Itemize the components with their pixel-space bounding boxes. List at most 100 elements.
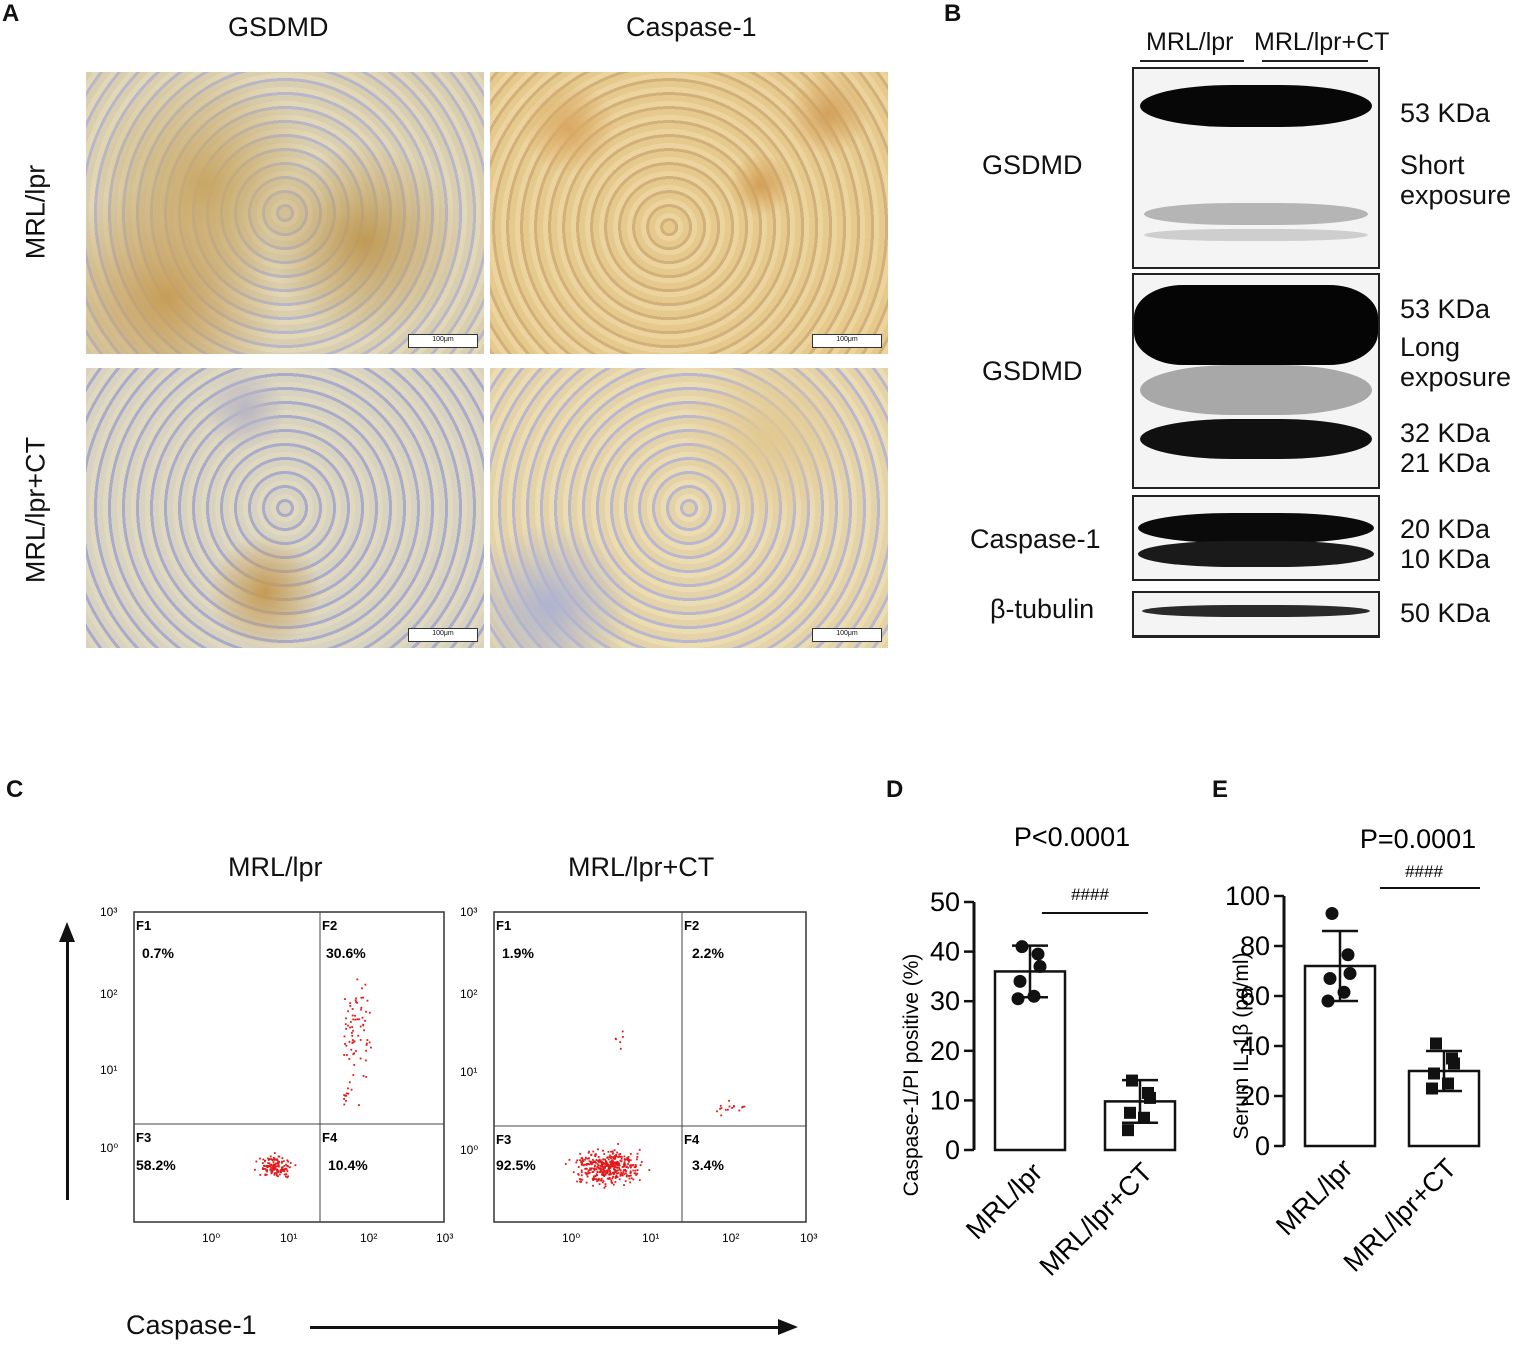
flow-event-dot (591, 1167, 593, 1170)
flow-event-dot (611, 1177, 614, 1180)
flow-event-dot (286, 1159, 289, 1162)
flow-event-dot (598, 1177, 600, 1180)
scale-bar-label: 100μm (432, 336, 454, 343)
flow-event-dot (593, 1169, 596, 1172)
flow-event-dot (285, 1175, 287, 1178)
flow-event-dot (623, 1155, 626, 1158)
y-tick: 10³ (460, 905, 477, 919)
flow-event-dot (613, 1167, 615, 1170)
flow-event-dot (615, 1155, 618, 1158)
panel-letter-d: D (886, 776, 904, 803)
kda-32-long: 32 KDa (1400, 418, 1491, 448)
flow-event-dot (599, 1160, 602, 1163)
kda-53-long: 53 KDa (1400, 294, 1491, 324)
band-50kda (1142, 605, 1370, 617)
flow-event-dot (627, 1157, 630, 1160)
flow-event-dot (607, 1158, 610, 1161)
flow-event-dot (619, 1047, 622, 1050)
flow-event-dot (585, 1163, 588, 1165)
band-53kda-short (1140, 85, 1372, 127)
note-short: Short (1400, 150, 1465, 180)
flow-event-dot (593, 1165, 596, 1168)
flow-event-dot (284, 1168, 286, 1170)
kda-50-tubulin: 50 KDa (1400, 598, 1491, 628)
flow-event-dot (622, 1171, 625, 1174)
flow-event-dot (602, 1167, 605, 1170)
flow-event-dot (605, 1162, 608, 1165)
q-f3-value: 92.5% (496, 1157, 536, 1173)
scale-bar: 100μm (408, 628, 478, 642)
flow-event-dot (613, 1164, 616, 1167)
flow-event-dot (585, 1164, 588, 1166)
flow-event-dot (728, 1105, 731, 1108)
flow-event-dot (627, 1166, 630, 1169)
flow-event-dot (595, 1178, 598, 1181)
flow-event-dot (592, 1184, 594, 1187)
flow-event-dot (617, 1172, 620, 1174)
x-tick: 10² (360, 1231, 377, 1245)
flow-event-dot (628, 1177, 631, 1180)
y-tick-label: 10 (930, 1085, 960, 1115)
flow-event-dot (361, 987, 363, 990)
q-f2-label: F2 (322, 918, 337, 933)
flow-event-dot (629, 1159, 632, 1162)
flow-event-dot (353, 1040, 356, 1043)
flow-event-dot (356, 978, 359, 981)
flow-event-dot (608, 1168, 611, 1170)
flow-event-dot (591, 1178, 594, 1181)
data-point (1122, 1124, 1134, 1137)
flow-event-dot (613, 1162, 616, 1165)
flow-event-dot (360, 1006, 363, 1009)
flow-event-dot (363, 1029, 365, 1032)
flow-event-dot (597, 1156, 600, 1158)
band-faint-short (1144, 203, 1368, 225)
flow-event-dot (581, 1159, 584, 1162)
flow-event-dot (619, 1169, 622, 1172)
flow-event-dot (614, 1169, 617, 1171)
flow-event-dot (614, 1177, 617, 1179)
flow-event-dot (282, 1169, 284, 1172)
blot-gsdmd-long (1132, 273, 1380, 489)
flow-event-dot (732, 1105, 735, 1107)
flow-event-dot (286, 1176, 289, 1179)
flow-event-dot (591, 1171, 594, 1174)
data-point (1341, 948, 1355, 962)
flow-event-dot (612, 1175, 615, 1178)
blot-caspase-1 (1132, 495, 1380, 581)
flow-event-dot (601, 1172, 604, 1175)
flow-event-dot (604, 1183, 607, 1185)
flow-event-dot (614, 1171, 617, 1174)
bar-chart-e: P=0.0001 #### Serum IL-1β (pg/ml) 0 20 40 6… (1225, 824, 1481, 1278)
flow-event-dot (635, 1165, 637, 1168)
y-tick: 10² (100, 987, 117, 1001)
flow-event-dot (564, 1163, 567, 1165)
flow-event-dot (624, 1163, 627, 1166)
flow-event-dot (344, 1023, 347, 1026)
flow-event-dot (366, 1039, 369, 1041)
q-f4-label: F4 (684, 1132, 700, 1147)
y-tick-label: 20 (930, 1036, 960, 1066)
flow-event-dot (634, 1164, 637, 1166)
flow-event-dot (350, 1048, 353, 1051)
flow-event-dot (608, 1156, 611, 1159)
flow-event-dot (351, 1039, 354, 1041)
flow-event-dot (636, 1156, 639, 1158)
flow-event-dot (254, 1168, 256, 1171)
flow-event-dot (351, 1008, 354, 1010)
flow-event-dot (600, 1162, 603, 1165)
q-f1-value: 0.7% (142, 945, 174, 961)
flow-event-dot (269, 1165, 272, 1168)
flow-event-dot (636, 1158, 638, 1161)
flow-event-dot (577, 1173, 580, 1176)
flow-event-dot (585, 1172, 588, 1175)
histology-gsdmd-mrl-lpr-ct: 100μm (86, 368, 484, 648)
flow-event-dot (589, 1162, 592, 1165)
flow-event-dot (364, 983, 367, 986)
flow-event-dot (572, 1171, 575, 1174)
flow-event-dot (586, 1175, 589, 1178)
flow-event-dot (596, 1166, 599, 1168)
data-point (1027, 989, 1041, 1003)
flow-event-dot (620, 1157, 623, 1160)
flow-event-dot (355, 1001, 358, 1003)
flow-event-dot (630, 1174, 632, 1177)
